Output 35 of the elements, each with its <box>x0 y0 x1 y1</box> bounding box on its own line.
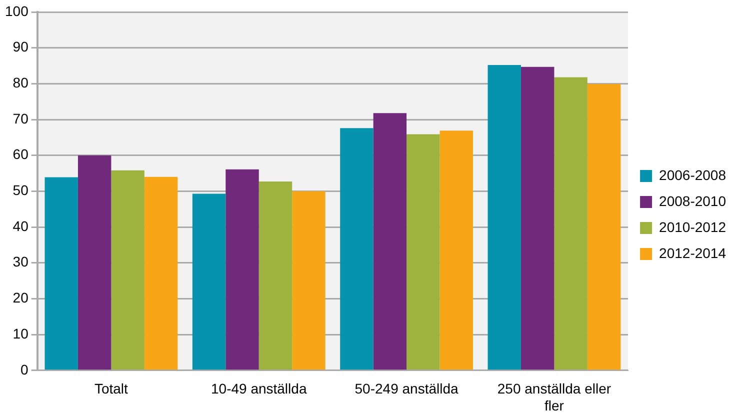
y-tick-label: 90 <box>12 38 29 55</box>
bar <box>44 177 78 370</box>
bar <box>554 77 588 370</box>
bar <box>340 128 374 370</box>
legend-label: 2012-2014 <box>659 244 726 261</box>
bar <box>520 66 554 370</box>
x-tick-label: 50-249 anställda <box>354 380 459 397</box>
y-tick-label: 80 <box>12 74 29 91</box>
x-tick-label: 250 anställda eller fler <box>497 380 612 414</box>
y-tick-label: 40 <box>12 218 29 234</box>
y-tick-label: 70 <box>12 110 29 126</box>
y-tick-label: 50 <box>12 182 29 198</box>
x-tick-label: Totalt <box>94 380 128 397</box>
y-tick-label: 30 <box>12 254 29 270</box>
bar <box>488 65 521 370</box>
bar <box>111 170 144 370</box>
y-tick-label: 0 <box>20 361 29 378</box>
bar <box>144 176 178 370</box>
bar <box>373 113 407 370</box>
bar <box>258 182 292 370</box>
bar <box>192 194 226 370</box>
bar <box>78 155 112 370</box>
bar <box>226 169 259 370</box>
y-tick-label: 60 <box>12 146 29 162</box>
legend-label: 2006-2008 <box>659 166 726 183</box>
y-tick-label: 20 <box>12 290 29 306</box>
legend-label: 2008-2010 <box>659 192 726 209</box>
bar <box>440 130 473 370</box>
bar <box>292 191 326 370</box>
bar <box>406 134 440 370</box>
y-tick-label: 100 <box>5 2 29 19</box>
y-tick-label: 10 <box>12 325 29 342</box>
bar <box>587 84 621 370</box>
x-tick-label: 10-49 anställda <box>210 380 307 397</box>
legend-label: 2010-2012 <box>659 218 726 235</box>
